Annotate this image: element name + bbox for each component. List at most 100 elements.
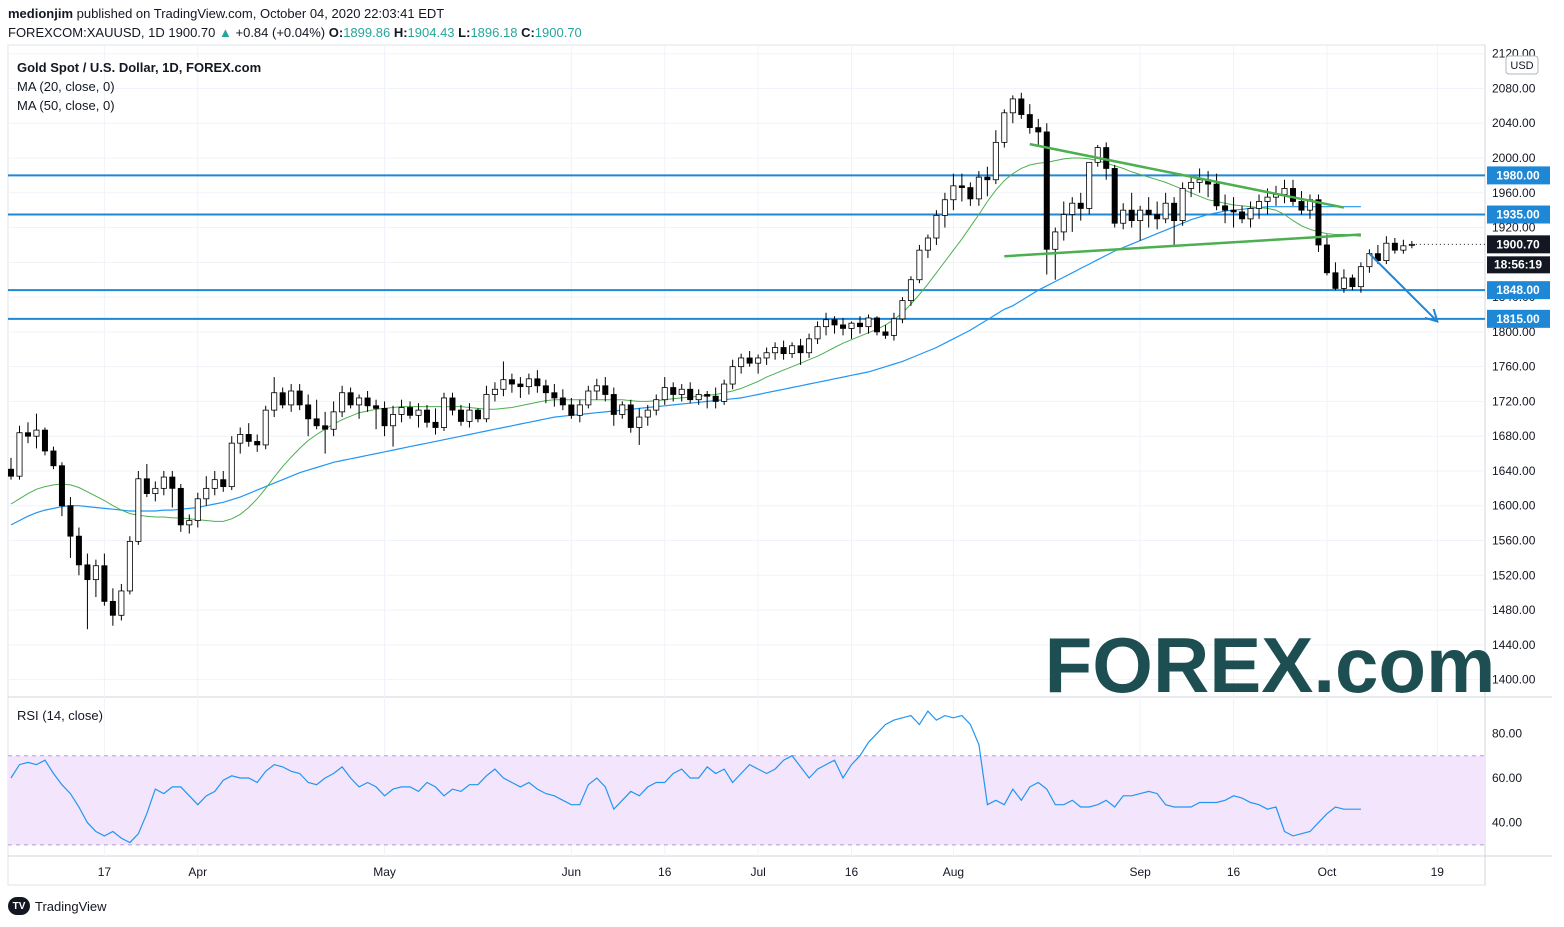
candle-body[interactable] xyxy=(1035,127,1042,133)
candle-body[interactable] xyxy=(373,405,380,409)
candle-body[interactable] xyxy=(1052,231,1059,250)
candle-body[interactable] xyxy=(254,441,261,446)
candle-body[interactable] xyxy=(627,404,634,428)
candle-body[interactable] xyxy=(296,390,303,406)
candle-body[interactable] xyxy=(228,442,235,488)
candle-body[interactable] xyxy=(1162,202,1169,220)
candle-body[interactable] xyxy=(695,394,702,401)
candle-body[interactable] xyxy=(1264,196,1271,202)
candle-body[interactable] xyxy=(24,432,31,437)
candle-body[interactable] xyxy=(806,338,813,354)
candle-body[interactable] xyxy=(508,379,515,385)
candle-body[interactable] xyxy=(109,600,116,616)
candle-body[interactable] xyxy=(84,564,91,581)
candle-body[interactable] xyxy=(831,319,838,326)
candle-body[interactable] xyxy=(322,425,329,430)
candle-body[interactable] xyxy=(721,383,728,402)
candle-body[interactable] xyxy=(814,326,821,340)
candle-body[interactable] xyxy=(1400,245,1407,251)
ma20-line[interactable] xyxy=(10,157,1361,522)
candle-body[interactable] xyxy=(118,590,125,616)
candle-body[interactable] xyxy=(1128,209,1135,222)
candle-body[interactable] xyxy=(941,199,948,216)
candle-body[interactable] xyxy=(636,416,643,428)
candle-body[interactable] xyxy=(797,345,804,354)
candle-body[interactable] xyxy=(899,300,906,320)
candle-body[interactable] xyxy=(1222,205,1229,211)
candle-body[interactable] xyxy=(177,487,184,526)
candle-body[interactable] xyxy=(152,487,159,494)
candle-body[interactable] xyxy=(169,476,176,489)
candle-body[interactable] xyxy=(483,394,490,420)
candle-body[interactable] xyxy=(1349,277,1356,288)
candle-body[interactable] xyxy=(424,409,431,423)
candle-body[interactable] xyxy=(772,347,779,354)
candle-body[interactable] xyxy=(950,185,957,201)
candle-body[interactable] xyxy=(126,540,133,592)
candle-body[interactable] xyxy=(593,385,600,392)
candle-body[interactable] xyxy=(58,465,65,507)
tradingview-logo[interactable]: TV TradingView xyxy=(8,897,107,915)
ma50-legend[interactable]: MA (50, close, 0) xyxy=(17,98,115,113)
candle-body[interactable] xyxy=(958,185,965,188)
candle-body[interactable] xyxy=(1374,253,1381,261)
candle-body[interactable] xyxy=(415,409,422,416)
candle-body[interactable] xyxy=(576,404,583,416)
candle-body[interactable] xyxy=(41,429,48,452)
candle-body[interactable] xyxy=(1247,208,1254,220)
candle-body[interactable] xyxy=(211,479,218,489)
candle-body[interactable] xyxy=(661,387,668,401)
candle-body[interactable] xyxy=(330,411,337,430)
candle-body[interactable] xyxy=(1094,147,1101,163)
candle-body[interactable] xyxy=(491,388,498,395)
candle-body[interactable] xyxy=(390,414,397,427)
candle-body[interactable] xyxy=(763,352,770,359)
candle-body[interactable] xyxy=(678,388,685,395)
candle-body[interactable] xyxy=(916,249,923,281)
candle-body[interactable] xyxy=(1357,266,1364,288)
candle-body[interactable] xyxy=(873,317,880,333)
candle-body[interactable] xyxy=(101,565,108,602)
candle-body[interactable] xyxy=(670,387,677,395)
candle-body[interactable] xyxy=(381,407,388,427)
candle-body[interactable] xyxy=(1111,168,1118,224)
candle-body[interactable] xyxy=(466,409,473,422)
candle-body[interactable] xyxy=(33,429,40,437)
candle-body[interactable] xyxy=(1001,112,1008,143)
candle-body[interactable] xyxy=(992,141,999,181)
candle-body[interactable] xyxy=(398,407,405,415)
trendline[interactable] xyxy=(1004,233,1361,258)
rsi-legend[interactable]: RSI (14, close) xyxy=(17,708,103,723)
trendline[interactable] xyxy=(1029,142,1345,209)
candle-body[interactable] xyxy=(16,432,23,477)
candle-body[interactable] xyxy=(755,357,762,364)
candle-body[interactable] xyxy=(848,322,855,329)
rsi-line[interactable] xyxy=(10,710,1361,844)
candle-body[interactable] xyxy=(1256,201,1263,209)
candle-body[interactable] xyxy=(542,385,549,394)
candle-body[interactable] xyxy=(7,468,14,477)
candle-body[interactable] xyxy=(271,392,278,411)
candle-body[interactable] xyxy=(1188,181,1195,189)
candle-body[interactable] xyxy=(1026,114,1033,128)
candle-body[interactable] xyxy=(585,390,592,406)
candle-body[interactable] xyxy=(237,434,244,444)
candle-body[interactable] xyxy=(857,322,864,328)
ma20-legend[interactable]: MA (20, close, 0) xyxy=(17,79,115,94)
candle-body[interactable] xyxy=(1171,202,1178,222)
candle-body[interactable] xyxy=(789,345,796,355)
candle-body[interactable] xyxy=(339,392,346,413)
candle-body[interactable] xyxy=(882,331,889,336)
publisher-name[interactable]: medionjim xyxy=(8,6,74,21)
candle-body[interactable] xyxy=(203,487,210,500)
candle-body[interactable] xyxy=(1120,209,1127,224)
candle-body[interactable] xyxy=(823,319,830,328)
candle-body[interactable] xyxy=(407,407,414,416)
candle-body[interactable] xyxy=(610,394,617,415)
projection-arrow[interactable] xyxy=(1368,252,1439,323)
candle-body[interactable] xyxy=(653,399,660,411)
candle-body[interactable] xyxy=(457,409,464,422)
candle-body[interactable] xyxy=(924,237,931,251)
candle-body[interactable] xyxy=(525,378,532,388)
